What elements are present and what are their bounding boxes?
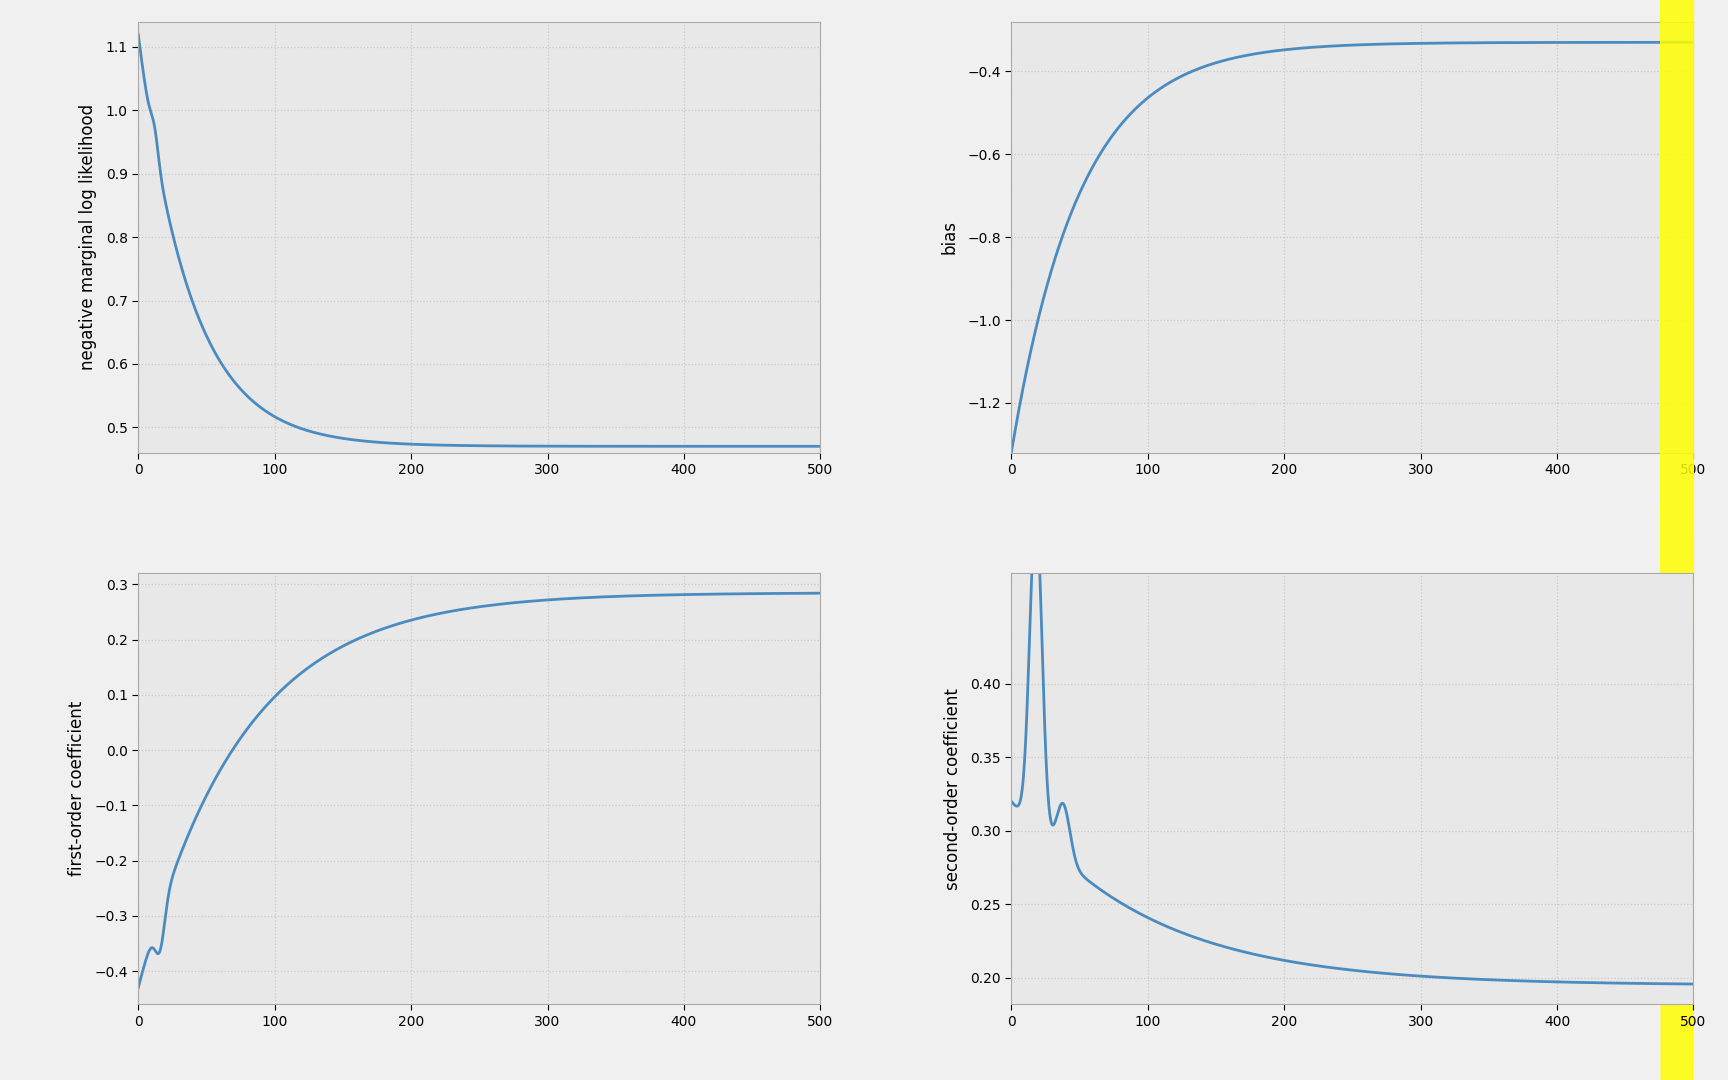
Y-axis label: bias: bias <box>942 220 959 254</box>
Y-axis label: second-order coefficient: second-order coefficient <box>943 688 962 890</box>
Y-axis label: negative marginal log likelihood: negative marginal log likelihood <box>79 104 97 370</box>
Circle shape <box>1661 0 1693 1080</box>
Y-axis label: first-order coefficient: first-order coefficient <box>67 701 86 877</box>
